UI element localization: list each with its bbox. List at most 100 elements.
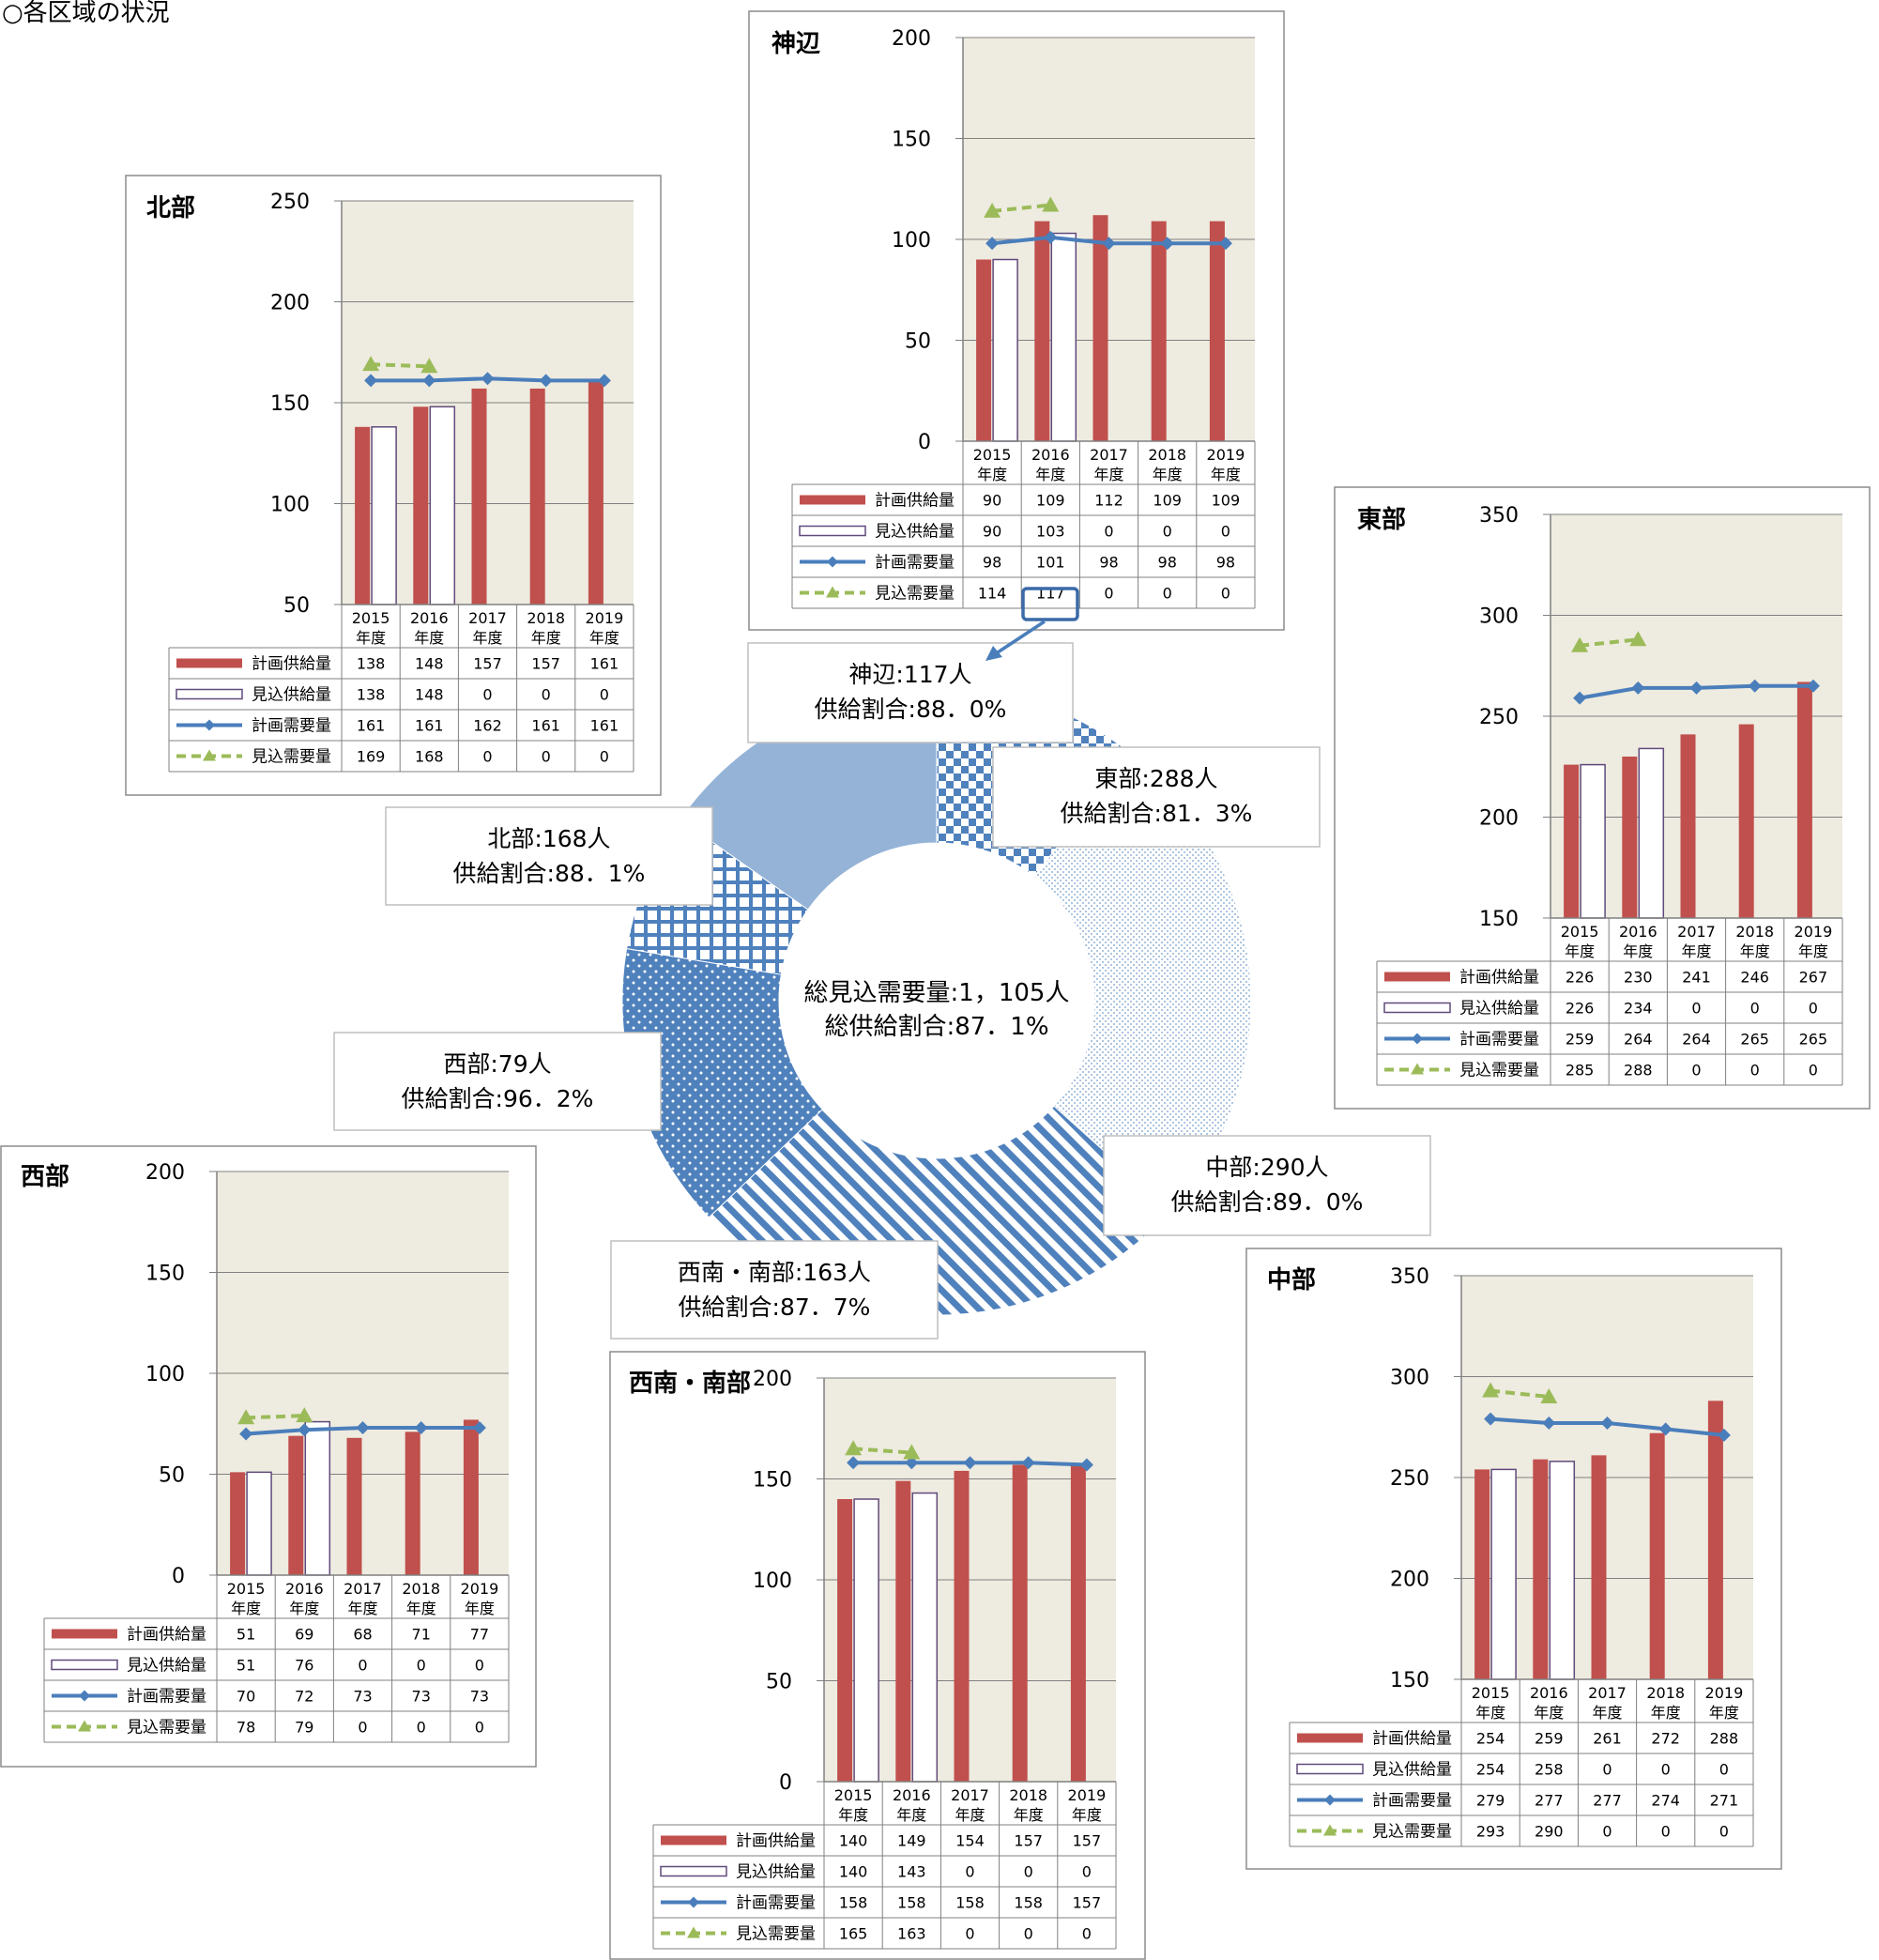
arrow-head [985,646,1002,661]
table-cell: 0 [1719,1823,1729,1841]
marker-est-demand [1042,196,1060,212]
marker-plan-demand [1631,681,1645,695]
marker-est-demand [903,1444,921,1460]
table-cell: 79 [295,1719,313,1737]
marker-plan-demand [847,1456,861,1470]
table-cell: 230 [1624,969,1653,987]
x-category-suffix: 年度 [955,1806,985,1824]
marker-est-demand [1571,636,1589,652]
x-category-year: 2016 [893,1786,931,1804]
legend-key-marker [687,1926,700,1938]
table-cell: 0 [1809,1062,1818,1080]
table-cell: 0 [1082,1863,1092,1881]
marker-plan-demand [1573,691,1587,705]
legend-key-est-supply [799,525,866,537]
table-cell: 0 [1024,1925,1033,1943]
x-category-suffix: 年度 [1681,942,1711,960]
marker-plan-demand [422,374,436,388]
panel-seibu: 西部0501001502002015年度2016年度2017年度2018年度20… [0,1145,537,1768]
x-category-year: 2016 [1619,923,1657,941]
y-tick-label: 150 [753,1469,792,1493]
table-cell: 0 [1691,1000,1701,1018]
line-est-demand [991,203,1051,213]
x-category-suffix: 年度 [356,629,386,647]
table-cell: 162 [473,717,502,735]
table-cell: 264 [1624,1031,1653,1049]
y-tick-label: 100 [892,229,931,253]
label-frame [385,806,713,906]
table-cell: 0 [1104,585,1113,603]
table-cell: 157 [1073,1894,1102,1912]
table-cell: 285 [1566,1062,1595,1080]
x-category-year: 2017 [1090,446,1128,464]
table-cell: 0 [1602,1823,1612,1841]
y-tick-label: 150 [1390,1669,1429,1692]
table-cell: 73 [470,1688,489,1706]
legend-key-marker [78,1720,91,1732]
donut-label-count: 西南・南部:163人 [678,1259,871,1286]
legend-label: 計画需要量 [252,717,331,736]
table-cell: 0 [965,1925,974,1943]
legend-label: 計画需要量 [1459,1031,1539,1049]
legend-key-marker [1412,1033,1423,1045]
legend-label: 見込需要量 [127,1719,206,1738]
table-cell: 69 [295,1626,313,1644]
table-cell: 272 [1651,1730,1680,1748]
marker-plan-demand [414,1421,428,1435]
bar-plan-supply [405,1432,420,1575]
bar-plan-supply [1591,1455,1607,1679]
marker-est-demand [1629,631,1647,647]
x-category-suffix: 年度 [1211,466,1241,483]
line-est-demand [371,362,430,369]
marker-plan-demand [1044,230,1058,244]
legend-label: 見込供給量 [252,686,331,705]
label-frame [1103,1135,1431,1236]
bar-plan-supply [1649,1432,1665,1679]
marker-est-demand [984,202,1001,218]
legend-label: 見込需要量 [1372,1823,1452,1842]
table-cell: 0 [1221,585,1230,603]
legend-label: 計画需要量 [1372,1792,1452,1811]
y-tick-label: 250 [1390,1467,1429,1491]
y-tick-label: 200 [753,1368,792,1391]
table-cell: 0 [475,1719,484,1737]
table-cell: 0 [1104,523,1113,541]
legend-key-marker [826,586,839,598]
legend-key-est-supply [660,1865,727,1877]
x-category-year: 2015 [834,1786,873,1804]
marker-plan-demand [1806,679,1820,693]
table-cell: 0 [417,1657,426,1675]
x-category-suffix: 年度 [589,629,619,647]
bar-est-supply [992,258,1018,442]
bar-plan-supply [413,406,429,605]
legend-key-plan-supply [661,1835,726,1845]
marker-plan-demand [1542,1416,1556,1430]
x-category-suffix: 年度 [531,629,561,647]
line-est-demand [1489,1388,1550,1399]
bar-est-supply [304,1420,331,1576]
y-tick-label: 200 [270,292,310,315]
y-tick-label: 150 [145,1263,185,1286]
table-cell: 148 [415,655,444,673]
legend-key-marker [827,556,838,568]
line-est-demand [852,1447,912,1455]
table-cell: 51 [237,1626,255,1644]
legend-label: 計画需要量 [127,1688,206,1707]
label-frame [333,1032,662,1131]
legend-key-est-supply [1383,1002,1451,1014]
x-category-year: 2016 [410,609,449,627]
table-cell: 241 [1682,969,1711,987]
marker-plan-demand [1102,237,1116,251]
y-tick-label: 0 [918,431,931,454]
table-cell: 290 [1535,1823,1564,1841]
bar-plan-supply [463,1419,479,1575]
x-category-year: 2019 [1795,923,1833,941]
y-tick-label: 100 [270,494,310,517]
x-category-year: 2017 [1588,1684,1627,1702]
table-cell: 109 [1036,492,1065,510]
x-category-year: 2018 [402,1580,440,1598]
